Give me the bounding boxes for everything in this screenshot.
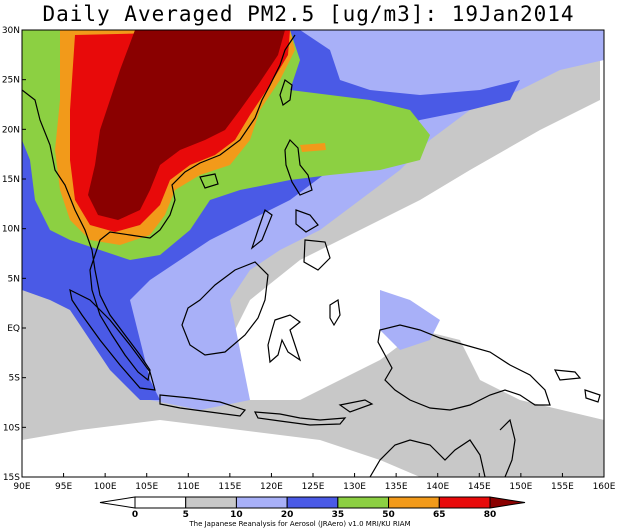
lon-tick-label: 110E xyxy=(177,482,200,492)
colorbar-tick-label: 5 xyxy=(183,510,189,520)
lon-tick-label: 105E xyxy=(135,482,158,492)
coast-solomon xyxy=(584,389,601,403)
lon-tick-label: 160E xyxy=(593,482,616,492)
colorbar-segment xyxy=(337,496,390,509)
lon-tick-label: 145E xyxy=(468,482,491,492)
lon-tick-label: 100E xyxy=(94,482,117,492)
colorbar-segment xyxy=(286,496,339,509)
lat-tick-label: 30N xyxy=(2,26,20,36)
coast-halmahera xyxy=(329,298,341,327)
colorbar-tick-label: 20 xyxy=(281,510,294,520)
map-title: Daily Averaged PM2.5 [ug/m3]: 19Jan2014 xyxy=(42,2,575,26)
pm-band-over-80 xyxy=(88,30,285,220)
lat-tick-label: EQ xyxy=(7,324,20,334)
colorbar-segment xyxy=(438,496,491,509)
colorbar-high-triangle xyxy=(489,496,526,509)
lon-tick-label: 130E xyxy=(343,482,366,492)
coast-sulawesi xyxy=(267,314,302,364)
lon-tick-label: 95E xyxy=(55,482,72,492)
coast-visayas xyxy=(295,209,319,233)
lat-tick-label: 5S xyxy=(9,374,21,384)
pm-band-20-35-gulf xyxy=(380,290,440,350)
lat-tick-label: 10S xyxy=(3,423,20,433)
lat-tick-label: 25N xyxy=(2,76,20,86)
coast-palawan xyxy=(250,209,273,250)
colorbar-segment xyxy=(388,496,440,509)
coast-luzon xyxy=(284,138,313,196)
colorbar: 0 5 10 20 35 50 65 80 xyxy=(99,496,526,520)
lat-tick-label: 20N xyxy=(2,125,20,135)
colorbar-tick-label: 0 xyxy=(132,510,138,520)
coast-taiwan xyxy=(279,79,293,106)
coast-sumatra xyxy=(69,288,156,391)
coastlines xyxy=(22,34,601,477)
colorbar-low-triangle xyxy=(99,496,136,509)
colorbar-tick-label: 50 xyxy=(382,510,395,520)
latitude-axis: 30N 25N 20N 15N 10N 5N EQ 5S 10S 15S xyxy=(2,26,26,483)
lon-tick-label: 135E xyxy=(385,482,408,492)
colorbar-tick-label: 65 xyxy=(433,510,446,520)
coast-java xyxy=(159,394,247,417)
pm-band-clean-south xyxy=(22,420,420,477)
coast-borneo xyxy=(181,261,269,356)
longitude-axis: 90E 95E 100E 105E 110E 115E 120E 125E 130E 135E 14… xyxy=(13,473,616,492)
coast-australia xyxy=(369,439,486,477)
coast-cape-york xyxy=(499,418,516,477)
lat-tick-label: 15N xyxy=(2,175,20,185)
lon-tick-label: 150E xyxy=(509,482,532,492)
colorbar-segment xyxy=(185,496,237,509)
lon-tick-label: 155E xyxy=(551,482,574,492)
coast-new-britain xyxy=(553,369,582,381)
lat-tick-label: 10N xyxy=(2,225,20,235)
lon-tick-label: 115E xyxy=(218,482,241,492)
concentration-field xyxy=(22,30,604,477)
coast-new-guinea xyxy=(377,324,551,411)
lon-tick-label: 125E xyxy=(302,482,325,492)
coast-mindanao xyxy=(303,239,331,271)
colorbar-segment xyxy=(235,496,288,509)
credit-text: The Japanese Reanalysis for Aerosol (JRA… xyxy=(188,520,410,528)
coast-timor xyxy=(338,399,374,413)
coast-mainland xyxy=(22,34,296,382)
lon-tick-label: 90E xyxy=(13,482,30,492)
lon-tick-label: 120E xyxy=(260,482,283,492)
colorbar-tick-label: 10 xyxy=(230,510,243,520)
pm-band-65-80-patch xyxy=(300,143,326,152)
lat-tick-label: 15S xyxy=(3,473,20,483)
coast-lesser-sunda xyxy=(253,411,347,426)
colorbar-segment xyxy=(134,496,187,509)
colorbar-tick-label: 80 xyxy=(484,510,497,520)
lon-tick-label: 140E xyxy=(426,482,449,492)
pm-band-clean-east xyxy=(360,110,604,360)
coast-hainan xyxy=(199,173,219,189)
colorbar-tick-label: 35 xyxy=(332,510,345,520)
lat-tick-label: 5N xyxy=(8,274,20,284)
